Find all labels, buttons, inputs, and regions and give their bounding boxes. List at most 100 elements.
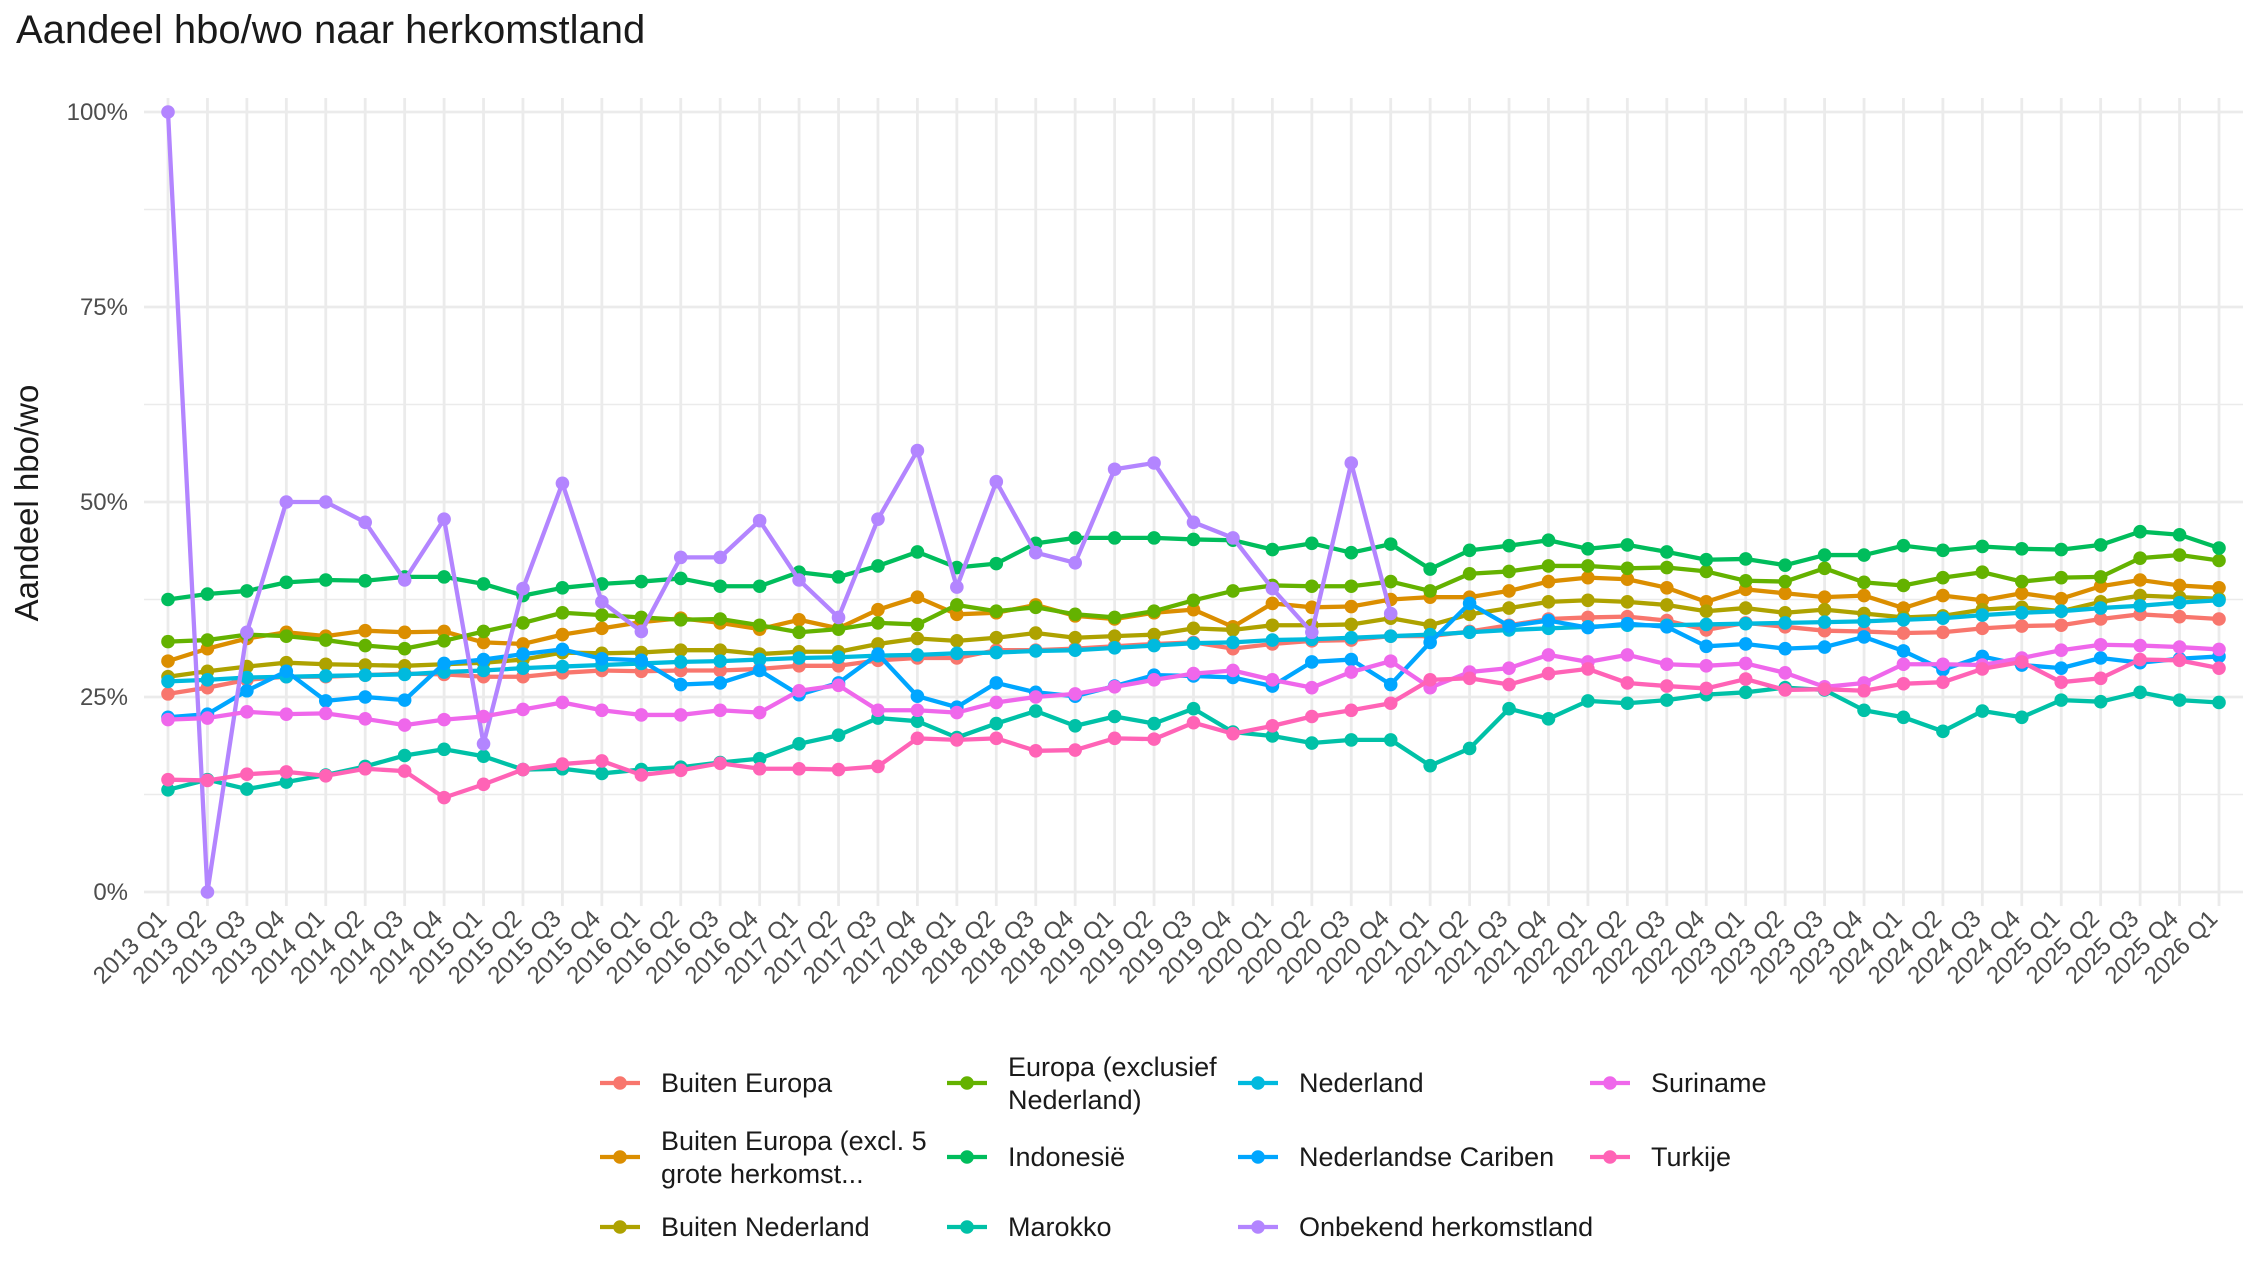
data-point <box>1660 679 1674 693</box>
data-point <box>2172 578 2187 593</box>
data-point <box>752 663 767 678</box>
data-point <box>595 621 609 636</box>
data-point <box>1660 545 1674 559</box>
data-point <box>1896 710 1911 725</box>
data-point <box>2172 653 2187 668</box>
data-point <box>2093 671 2108 686</box>
data-point <box>2212 581 2226 595</box>
data-point <box>792 651 806 665</box>
chart-title: Aandeel hbo/wo naar herkomstland <box>16 8 646 52</box>
data-point <box>1581 694 1595 708</box>
data-point <box>1857 630 1871 644</box>
data-point <box>1107 641 1122 655</box>
data-point <box>397 764 412 778</box>
data-point <box>1068 719 1082 733</box>
data-point <box>1738 616 1753 631</box>
data-point <box>1107 610 1122 625</box>
legend-item: Nederland <box>1238 1068 1424 1098</box>
data-point <box>831 570 846 584</box>
data-point <box>634 574 649 589</box>
data-point <box>437 512 451 526</box>
series-group <box>161 652 2226 805</box>
data-point <box>1541 613 1556 628</box>
legend-swatch-point <box>1251 1076 1265 1090</box>
data-point <box>1423 635 1437 650</box>
data-point <box>318 694 333 708</box>
data-point <box>555 627 570 642</box>
data-point <box>1423 562 1437 576</box>
data-point <box>713 579 727 594</box>
data-point <box>358 658 373 672</box>
data-point <box>2133 573 2147 587</box>
data-point <box>1896 676 1911 691</box>
data-point <box>1186 515 1201 530</box>
data-point <box>2093 601 2108 615</box>
data-point <box>1778 666 1792 680</box>
data-point <box>279 707 294 721</box>
data-point <box>2093 579 2108 594</box>
data-point <box>1186 715 1201 730</box>
legend-label: Europa (exclusief Nederland) <box>1008 1052 1217 1115</box>
data-point <box>1265 719 1280 733</box>
data-point <box>831 762 846 777</box>
data-point <box>752 761 767 776</box>
data-point <box>1068 743 1082 757</box>
data-point <box>555 642 570 657</box>
data-point <box>1186 602 1201 617</box>
data-point <box>1896 578 1911 593</box>
data-point <box>1423 584 1437 598</box>
data-point <box>989 645 1004 660</box>
data-point <box>476 624 491 639</box>
data-point <box>595 766 609 781</box>
data-point <box>1107 531 1122 545</box>
data-point <box>1778 605 1792 620</box>
data-point <box>2014 619 2029 633</box>
data-point <box>1857 683 1871 698</box>
data-point <box>1699 617 1714 632</box>
data-point <box>1620 538 1635 552</box>
data-point <box>1660 560 1674 575</box>
data-point <box>713 756 727 771</box>
data-point <box>1778 641 1792 656</box>
data-point <box>161 687 175 701</box>
data-point <box>713 643 727 657</box>
data-point <box>2054 591 2069 606</box>
data-point <box>1896 601 1911 615</box>
data-point <box>358 573 373 588</box>
data-point <box>1817 590 1832 604</box>
data-point <box>279 629 294 643</box>
data-point <box>1028 704 1043 718</box>
data-point <box>2172 693 2187 707</box>
data-point <box>950 705 964 720</box>
data-point <box>2014 586 2029 601</box>
data-point <box>516 637 530 651</box>
data-point <box>1344 630 1359 645</box>
data-point <box>910 714 925 728</box>
legend-label: Turkije <box>1651 1142 1731 1172</box>
y-tick-label: 50% <box>80 489 128 516</box>
data-point <box>831 622 846 636</box>
data-point <box>2172 527 2187 542</box>
data-point <box>752 579 767 594</box>
legend-swatch-point <box>960 1220 974 1234</box>
data-point <box>1660 693 1674 707</box>
data-point <box>1344 733 1359 747</box>
data-point <box>2093 637 2108 652</box>
data-point <box>792 625 806 640</box>
data-point <box>1344 617 1359 632</box>
data-point <box>2054 570 2069 585</box>
data-point <box>989 716 1004 731</box>
data-point <box>2054 542 2069 557</box>
data-point <box>1305 680 1319 695</box>
data-point <box>161 105 175 119</box>
data-point <box>595 595 609 609</box>
data-point <box>358 761 373 776</box>
data-point <box>476 777 491 792</box>
data-point <box>476 652 491 667</box>
data-point <box>1936 657 1950 672</box>
data-point <box>673 612 688 627</box>
series-group <box>161 548 2226 656</box>
data-point <box>555 605 570 620</box>
data-point <box>1226 531 1240 545</box>
data-point <box>1975 608 1990 622</box>
